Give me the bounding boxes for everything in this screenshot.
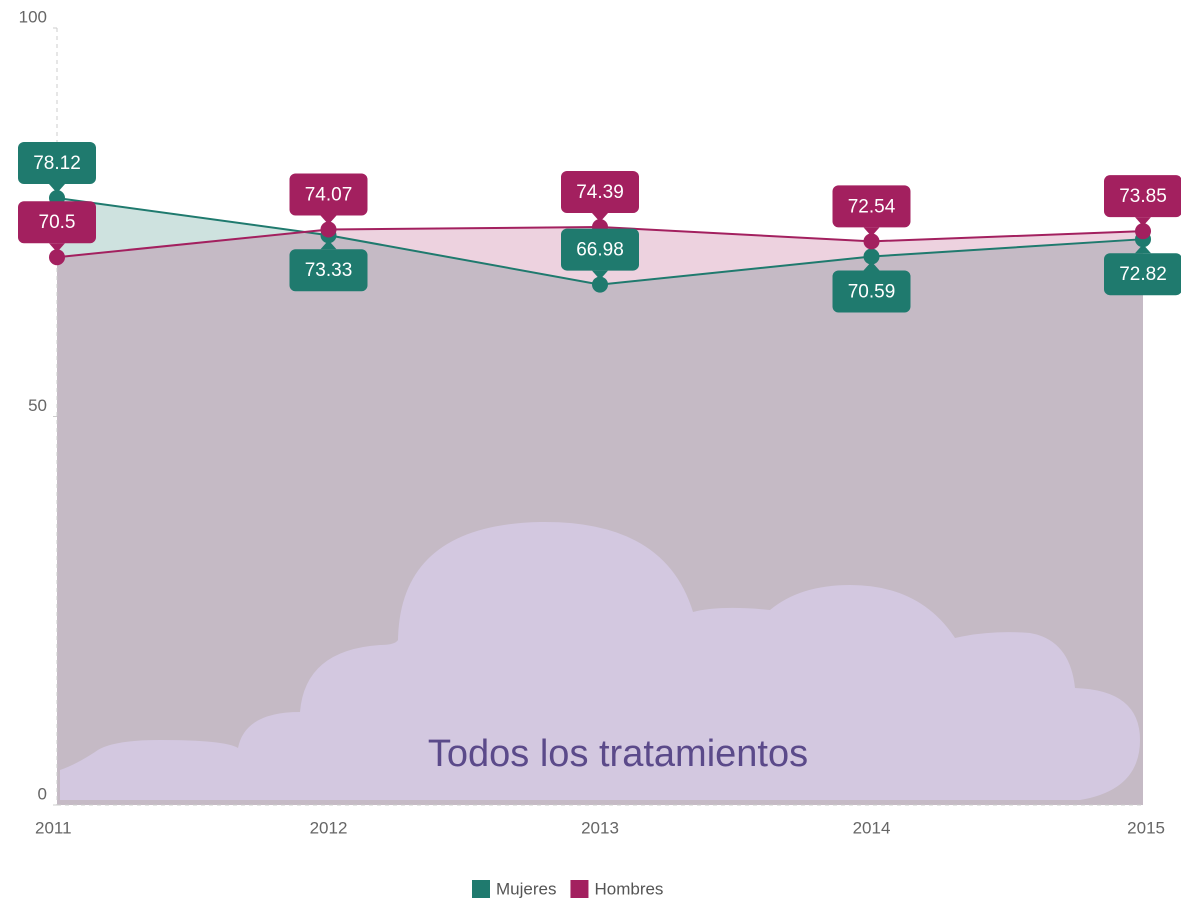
value-label-pointer <box>592 213 608 222</box>
value-label-text: 72.54 <box>848 196 896 217</box>
value-label-text: 70.59 <box>848 282 896 303</box>
legend-label: Mujeres <box>496 879 556 898</box>
value-label-text: 73.85 <box>1119 186 1167 207</box>
legend-label: Hombres <box>594 879 663 898</box>
x-tick-label: 2011 <box>35 818 72 837</box>
value-label-text: 78.12 <box>33 153 81 174</box>
x-tick-label: 2013 <box>581 818 619 837</box>
value-label: 72.54 <box>833 185 911 236</box>
value-label: 78.12 <box>18 142 96 193</box>
value-label: 73.85 <box>1104 175 1181 226</box>
x-tick-label: 2014 <box>853 818 891 837</box>
chart-title: Todos los tratamientos <box>428 733 808 775</box>
value-label-pointer <box>1135 217 1151 226</box>
value-label: 74.07 <box>290 173 368 224</box>
value-label-text: 66.98 <box>576 240 624 261</box>
x-tick-label: 2015 <box>1127 818 1165 837</box>
legend-swatch <box>472 880 490 898</box>
value-label: 74.39 <box>561 171 639 222</box>
value-label-text: 74.39 <box>576 182 624 203</box>
value-label-pointer <box>321 215 337 224</box>
page: {"chart_data": {"type": "area", "title":… <box>0 0 1181 899</box>
value-label-text: 73.33 <box>305 260 353 281</box>
legend-swatch <box>570 880 588 898</box>
value-label-text: 72.82 <box>1119 264 1167 285</box>
y-tick-label: 0 <box>38 784 47 803</box>
x-tick-label: 2012 <box>310 818 348 837</box>
value-label-text: 74.07 <box>305 184 353 205</box>
chart: 0 50 100 2011 2012 2013 2014 2015 78.12 73.33 66.9… <box>0 0 1181 899</box>
value-label-pointer <box>864 227 880 236</box>
y-tick-label: 50 <box>28 396 47 415</box>
value-label-text: 70.5 <box>39 212 76 233</box>
value-label-pointer <box>49 184 65 193</box>
y-tick-label: 100 <box>19 7 47 26</box>
legend: Mujeres Hombres <box>472 879 663 898</box>
